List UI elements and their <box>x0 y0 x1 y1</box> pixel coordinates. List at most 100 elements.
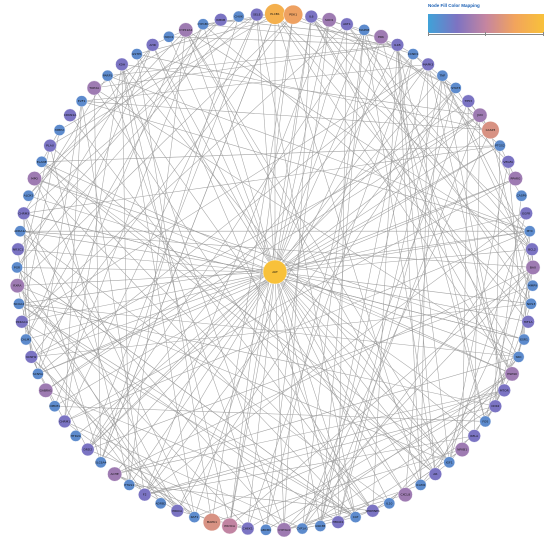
node-prkca[interactable]: PRKCA <box>170 504 184 518</box>
node-circle[interactable] <box>13 298 25 310</box>
node-abcb1[interactable]: ABCB1 <box>260 524 272 536</box>
node-circle[interactable] <box>525 242 539 256</box>
node-tp53[interactable]: TP53 <box>461 94 475 108</box>
node-fos[interactable]: FOS <box>479 415 492 428</box>
node-akt[interactable]: AKT <box>262 259 288 285</box>
node-circle[interactable] <box>35 156 48 168</box>
node-nqo1[interactable]: NQO1 <box>163 31 175 43</box>
node-pgr[interactable]: PGR <box>11 261 23 274</box>
node-sod1[interactable]: SOD1 <box>321 12 337 28</box>
node-alox5[interactable]: ALOX5 <box>22 189 35 202</box>
node-chrm3[interactable]: CHRM3 <box>17 206 31 220</box>
node-igf1[interactable]: IGF1 <box>443 456 455 469</box>
node-circle[interactable] <box>467 429 481 443</box>
node-kcnh2[interactable]: KCNH2 <box>24 350 38 364</box>
node-circle[interactable] <box>43 139 57 153</box>
node-hsp90[interactable]: HSP90 <box>504 366 520 382</box>
node-bcl2[interactable]: BCL2 <box>525 242 539 256</box>
node-circle[interactable] <box>428 467 442 481</box>
node-htr2a[interactable]: HTR2A <box>69 430 82 442</box>
node-circle[interactable] <box>20 333 32 346</box>
node-circle[interactable] <box>58 414 72 429</box>
node-rxra[interactable]: RXRA <box>9 278 25 294</box>
node-esr1[interactable]: ESR1 <box>518 333 530 346</box>
node-circle[interactable] <box>283 4 303 25</box>
node-ptgs2[interactable]: PTGS2 <box>494 139 506 152</box>
node-mmp2[interactable]: MMP2 <box>53 124 66 136</box>
node-circle[interactable] <box>358 24 370 36</box>
node-cxcl8[interactable]: CXCL8 <box>397 487 413 503</box>
node-circle[interactable] <box>11 261 23 274</box>
node-oprm1[interactable]: OPRM1 <box>48 400 61 413</box>
node-circle[interactable] <box>197 18 209 31</box>
node-circle[interactable] <box>123 479 136 491</box>
node-circle[interactable] <box>163 31 175 43</box>
node-circle[interactable] <box>202 513 221 532</box>
node-slc6a4[interactable]: SLC6A4 <box>95 456 107 469</box>
node-f2[interactable]: F2 <box>138 488 152 502</box>
node-circle[interactable] <box>69 430 82 442</box>
node-mapk3[interactable]: MAPK3 <box>421 57 435 71</box>
node-cdkn1a[interactable]: CDKN1A <box>63 108 78 122</box>
node-elane[interactable]: ELANE <box>35 156 48 168</box>
node-bax[interactable]: BAX <box>525 260 541 275</box>
node-ache[interactable]: ACHE <box>107 466 123 482</box>
node-circle[interactable] <box>450 82 462 94</box>
node-ar[interactable]: AR <box>428 467 442 481</box>
node-parp1[interactable]: PARP1 <box>101 69 114 82</box>
node-rela[interactable]: RELA <box>467 429 481 443</box>
node-circle[interactable] <box>512 351 525 363</box>
node-icam1[interactable]: ICAM1 <box>414 479 427 491</box>
node-pik3ca[interactable]: PIK3CA <box>221 517 238 535</box>
node-circle[interactable] <box>397 487 413 503</box>
node-circle[interactable] <box>494 139 506 152</box>
node-circle[interactable] <box>454 442 470 457</box>
node-circle[interactable] <box>314 520 327 532</box>
node-circle[interactable] <box>15 315 29 329</box>
node-nfkb1[interactable]: NFKB1 <box>454 442 470 457</box>
node-chrm1[interactable]: CHRM1 <box>58 414 72 429</box>
node-circle[interactable] <box>53 124 66 136</box>
node-circle[interactable] <box>390 38 404 52</box>
node-circle[interactable] <box>107 466 123 482</box>
node-nos3[interactable]: NOS3 <box>525 298 537 310</box>
node-circle[interactable] <box>86 80 102 96</box>
node-egfr[interactable]: EGFR <box>519 206 533 220</box>
node-drd2[interactable]: DRD2 <box>81 442 95 457</box>
node-circle[interactable] <box>48 400 61 413</box>
node-circle[interactable] <box>81 442 95 457</box>
node-circle[interactable] <box>138 488 152 502</box>
node-circle[interactable] <box>479 415 492 428</box>
node-il10[interactable]: IL10 <box>383 497 396 510</box>
node-cdk2[interactable]: CDK2 <box>488 399 502 413</box>
node-circle[interactable] <box>75 95 88 107</box>
node-circle[interactable] <box>349 511 362 523</box>
node-circle[interactable] <box>95 456 107 469</box>
node-pparg[interactable]: PPARG <box>508 171 523 186</box>
node-tnf[interactable]: TNF <box>436 69 449 82</box>
node-circle[interactable] <box>188 511 201 523</box>
node-plau[interactable]: PLAU <box>43 139 57 153</box>
node-circle[interactable] <box>146 38 160 52</box>
node-cyp1b1[interactable]: CYP1B1 <box>197 18 209 31</box>
node-circle[interactable] <box>154 497 167 510</box>
node-circle[interactable] <box>241 521 255 536</box>
node-jun[interactable]: JUN <box>472 107 488 123</box>
node-gsk3b[interactable]: GSK3B <box>314 520 327 532</box>
node-ncoa2[interactable]: NCOA2 <box>13 298 25 310</box>
node-ahr[interactable]: AHR <box>146 38 160 52</box>
node-circle[interactable] <box>519 206 533 220</box>
node-erk[interactable]: ERK <box>373 29 389 45</box>
node-circle[interactable] <box>9 278 25 294</box>
node-circle[interactable] <box>178 22 194 38</box>
node-circle[interactable] <box>523 225 536 237</box>
node-circle[interactable] <box>472 107 488 123</box>
node-mmp9[interactable]: MMP9 <box>526 279 539 292</box>
node-circle[interactable] <box>262 259 288 285</box>
node-circle[interactable] <box>525 260 541 275</box>
node-circle[interactable] <box>250 8 264 22</box>
node-il6[interactable]: IL6 <box>304 9 318 24</box>
node-serpine1[interactable]: SERPINE1 <box>365 504 380 518</box>
node-circle[interactable] <box>501 155 515 169</box>
node-hmox1[interactable]: HMOX1 <box>331 515 345 529</box>
